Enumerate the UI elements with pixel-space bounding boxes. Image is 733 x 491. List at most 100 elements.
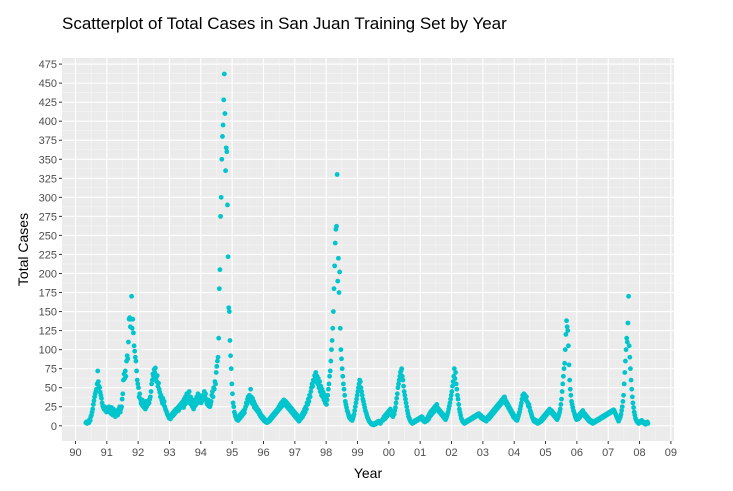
y-tick-label: 375 <box>39 135 57 147</box>
data-point <box>450 383 455 389</box>
data-point <box>353 400 359 406</box>
data-point <box>218 194 224 200</box>
data-point <box>224 149 230 155</box>
data-point <box>391 411 397 417</box>
data-point <box>220 134 225 139</box>
data-point <box>454 386 460 392</box>
data-point <box>338 347 344 353</box>
data-point <box>306 399 312 404</box>
data-point <box>229 381 235 387</box>
data-point <box>451 366 457 372</box>
data-point <box>218 213 223 219</box>
data-point <box>327 373 333 379</box>
data-point <box>216 286 222 292</box>
y-tick-label: 425 <box>39 97 57 109</box>
data-point <box>559 396 564 402</box>
data-point <box>186 389 192 394</box>
data-point <box>310 383 316 389</box>
data-point <box>618 411 624 417</box>
data-point <box>337 325 343 331</box>
x-tick-label: 93 <box>163 447 175 459</box>
data-point <box>130 316 136 322</box>
data-point <box>149 377 155 383</box>
data-point <box>308 389 314 394</box>
data-point <box>221 97 227 103</box>
data-point <box>341 381 346 387</box>
x-tick-label: 90 <box>69 447 81 459</box>
data-point <box>216 335 222 341</box>
data-point <box>146 400 152 406</box>
data-point <box>135 381 141 387</box>
data-point <box>625 320 631 326</box>
x-tick-label: 06 <box>571 447 583 459</box>
data-point <box>161 399 167 404</box>
data-point <box>627 354 633 360</box>
data-point <box>403 396 408 402</box>
data-point <box>336 290 342 295</box>
data-point <box>119 404 124 410</box>
y-tick-label: 200 <box>39 268 57 280</box>
data-point <box>337 269 343 275</box>
data-point <box>645 421 651 426</box>
data-point <box>137 391 143 397</box>
data-point <box>623 347 629 353</box>
data-point <box>248 386 254 392</box>
data-point <box>524 394 529 400</box>
x-tick-label: 99 <box>351 447 363 459</box>
data-point <box>401 383 406 389</box>
x-tick-label: 96 <box>257 447 269 459</box>
y-tick-label: 125 <box>39 326 57 338</box>
data-point <box>97 385 102 391</box>
data-point <box>120 391 126 397</box>
data-point <box>567 386 573 392</box>
data-point <box>563 332 569 337</box>
data-point <box>355 389 361 394</box>
data-point <box>621 392 626 398</box>
data-point <box>564 324 570 330</box>
y-tick-label: 225 <box>39 249 57 261</box>
y-tick-label: 350 <box>39 154 57 166</box>
y-tick-label: 25 <box>45 402 57 414</box>
data-point <box>394 391 400 397</box>
data-point <box>561 366 567 372</box>
data-point <box>225 254 231 260</box>
y-tick-label: 75 <box>45 364 57 376</box>
data-point <box>203 391 208 397</box>
data-point <box>328 358 334 364</box>
data-point <box>132 348 138 354</box>
x-tick-label: 02 <box>445 447 457 459</box>
data-point <box>95 379 101 385</box>
data-point <box>228 366 234 372</box>
data-point <box>131 343 137 349</box>
data-point <box>132 354 138 360</box>
data-point <box>565 328 571 333</box>
data-point <box>326 381 332 387</box>
data-point <box>330 325 336 331</box>
data-point <box>230 400 236 406</box>
data-point <box>557 406 563 412</box>
data-point <box>217 267 223 273</box>
y-tick-label: 100 <box>39 345 57 357</box>
data-point <box>629 386 635 392</box>
data-point <box>562 347 568 353</box>
x-tick-label: 92 <box>132 447 144 459</box>
x-tick-label: 03 <box>477 447 489 459</box>
data-point <box>334 223 339 229</box>
data-point <box>566 362 572 368</box>
y-tick-label: 150 <box>39 307 57 319</box>
data-point <box>123 373 129 379</box>
data-point <box>448 396 453 402</box>
data-point <box>562 360 568 366</box>
data-point <box>90 406 96 412</box>
data-point <box>220 122 226 128</box>
y-axis: 0 25 50 75 100 125 150 175 200 225 250 275 300 325 350… <box>39 59 62 433</box>
data-point <box>129 293 134 299</box>
x-tick-label: 09 <box>665 447 677 459</box>
data-point <box>359 392 365 398</box>
y-tick-label: 175 <box>39 288 57 300</box>
data-point <box>621 381 627 387</box>
data-point <box>148 389 154 394</box>
y-tick-label: 475 <box>39 59 57 71</box>
data-point <box>119 396 125 402</box>
